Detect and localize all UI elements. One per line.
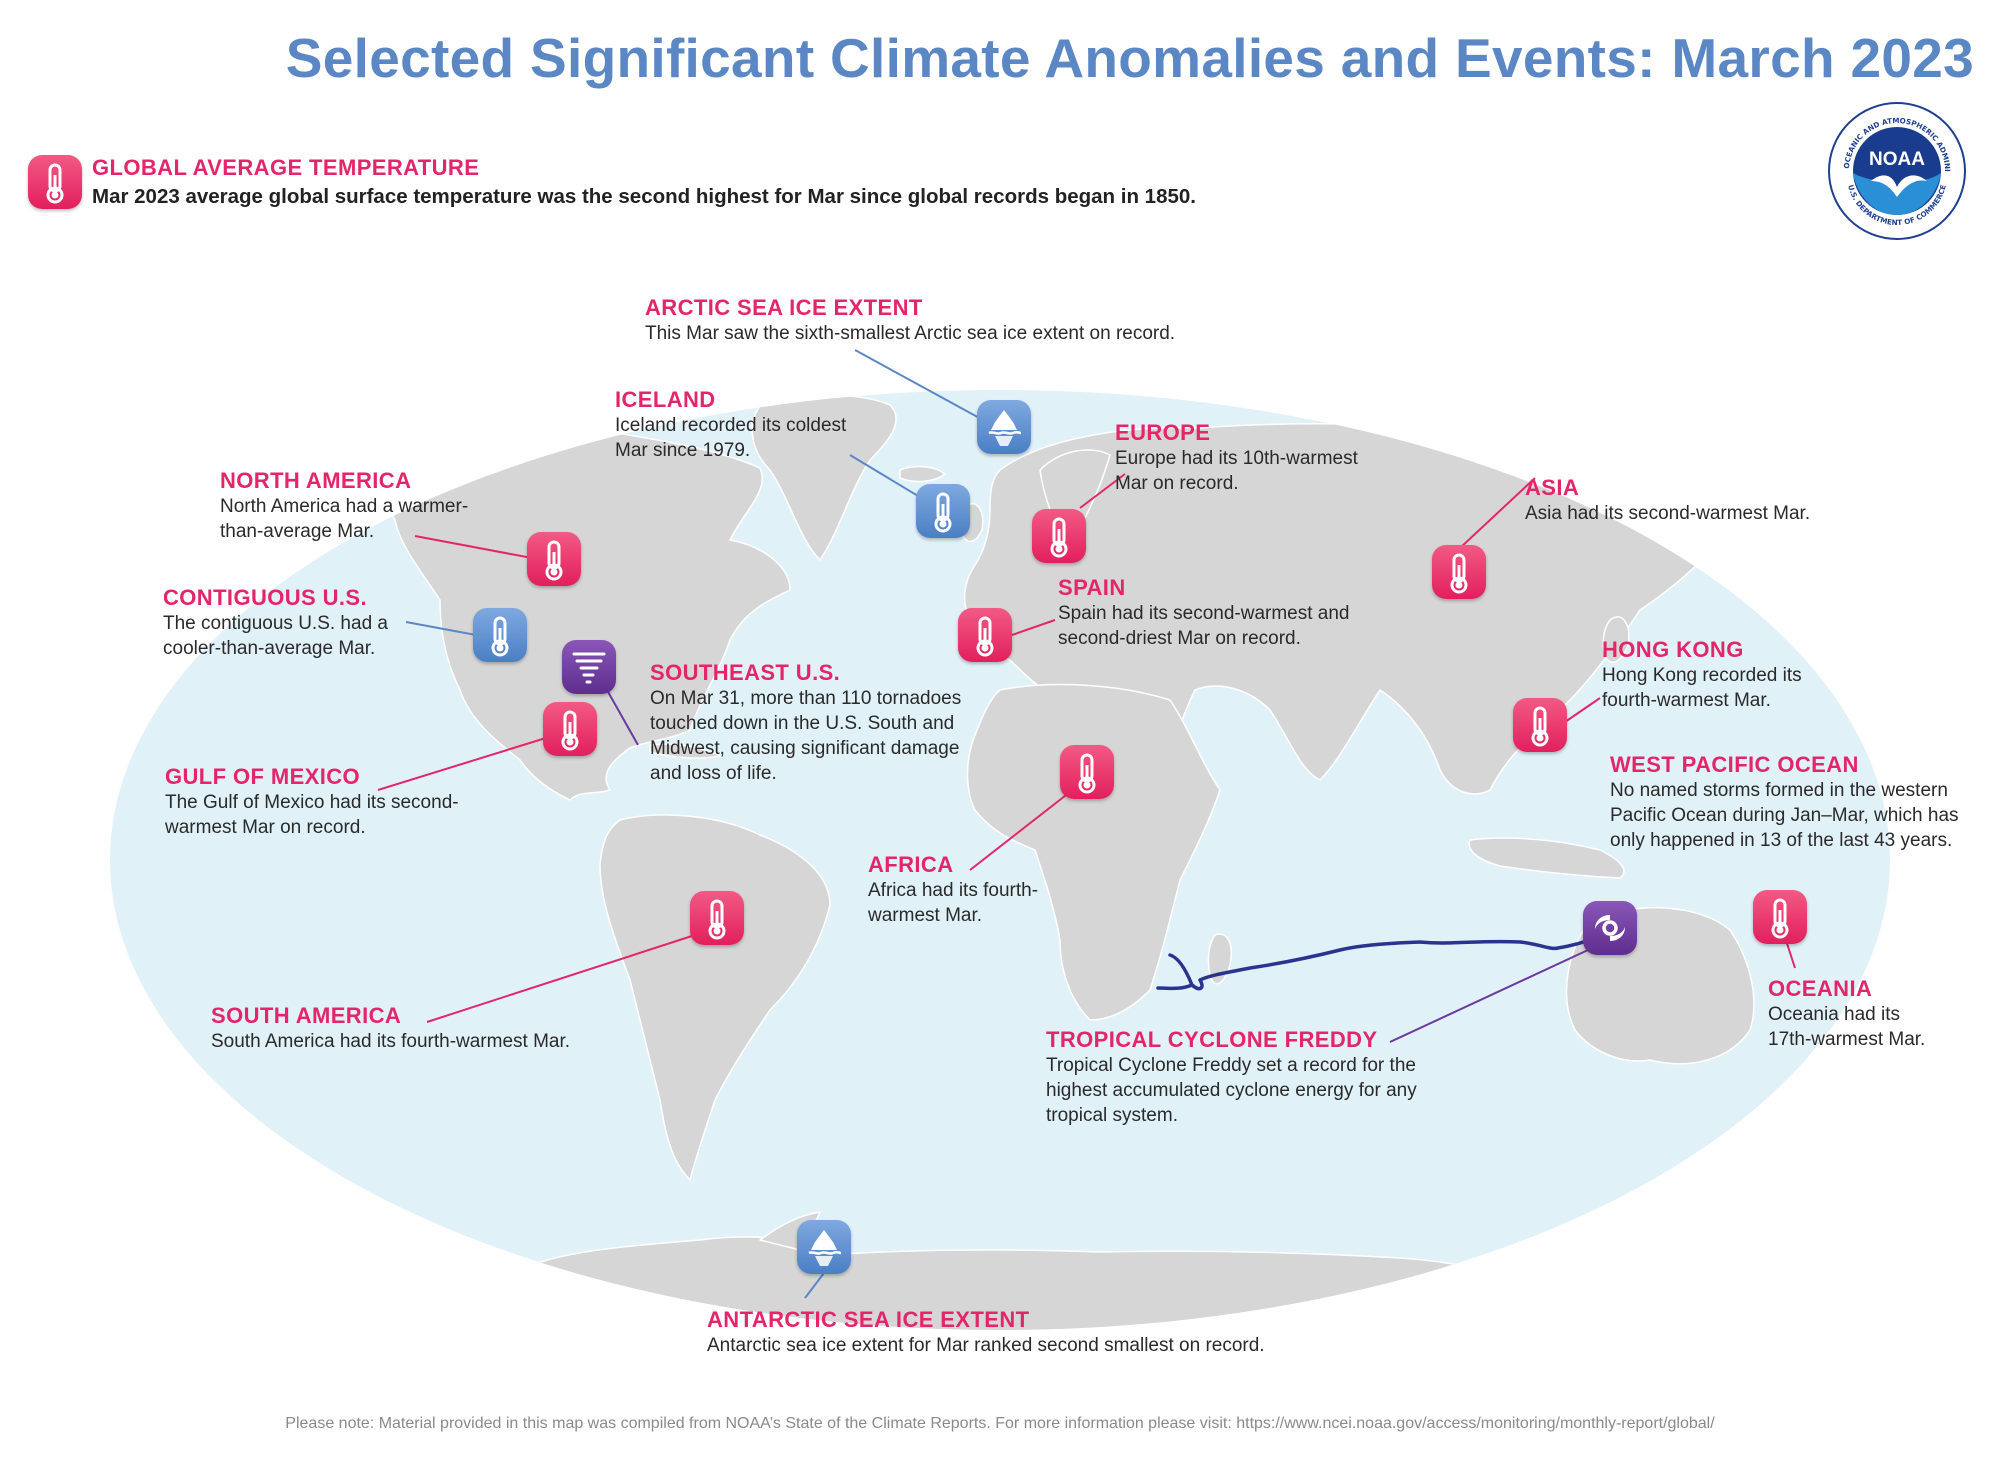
annotation-text: Tropical Cyclone Freddy set a record for… <box>1046 1055 1417 1126</box>
japan <box>1602 616 1630 663</box>
annotation-text: The Gulf of Mexico had its second-warmes… <box>165 792 459 838</box>
annotation-title: ANTARCTIC SEA ICE EXTENT <box>707 1307 1030 1332</box>
thermometer-icon <box>690 891 744 945</box>
annotation-asia: ASIA Asia had its second-warmest Mar. <box>1525 475 1810 526</box>
new-zealand <box>1799 1058 1822 1097</box>
annotation-title: AFRICA <box>868 852 954 877</box>
caribbean <box>649 743 721 759</box>
annotation-title: NORTH AMERICA <box>220 468 412 493</box>
noaa-logo: NATIONAL OCEANIC AND ATMOSPHERIC ADMINIS… <box>1827 101 1966 240</box>
logo-text: NOAA <box>1869 149 1925 170</box>
annotation-southeast-us: SOUTHEAST U.S. On Mar 31, more than 110 … <box>650 660 961 786</box>
leader-spain <box>1011 619 1056 636</box>
annotation-hong-kong: HONG KONG Hong Kong recorded its fourth-w… <box>1602 637 1802 713</box>
indonesia <box>1468 837 1625 879</box>
thermometer-icon <box>473 608 527 662</box>
annotation-text: Antarctic sea ice extent for Mar ranked … <box>707 1335 1265 1356</box>
annotation-title: TROPICAL CYCLONE FREDDY <box>1046 1027 1378 1052</box>
leader-north-america <box>414 535 533 559</box>
leader-europe <box>1079 473 1126 509</box>
annotation-title: SOUTHEAST U.S. <box>650 660 841 685</box>
leader-southeast-us <box>606 689 639 746</box>
iceberg-icon <box>977 400 1031 454</box>
annotation-text: Hong Kong recorded its fourth-warmest Mar… <box>1602 665 1802 711</box>
annotation-oceania: OCEANIA Oceania had its 17th-warmest Mar. <box>1768 976 1925 1052</box>
annotation-spain: SPAIN Spain had its second-warmest and se… <box>1058 575 1350 651</box>
annotation-text: Iceland recorded its coldest Mar since 19… <box>615 415 847 461</box>
iceland <box>899 465 946 483</box>
cyclone-icon <box>1583 901 1637 955</box>
africa <box>966 683 1221 1021</box>
global-text: Mar 2023 average global surface temperat… <box>92 185 1196 208</box>
footer-note: Please note: Material provided in this m… <box>285 1415 1715 1432</box>
annotation-west-pacific: WEST PACIFIC OCEAN No named storms forme… <box>1610 752 1959 853</box>
annotation-title: SPAIN <box>1058 575 1126 600</box>
thermometer-icon <box>1060 745 1114 799</box>
annotation-africa: AFRICA Africa had its fourth-warmest Mar… <box>868 852 1038 928</box>
thermometer-icon <box>1432 545 1486 599</box>
iceberg-icon <box>797 1220 851 1274</box>
leader-antarctic <box>804 1272 825 1299</box>
leader-south-america <box>426 934 696 1023</box>
page-title: Selected Significant Climate Anomalies a… <box>285 27 1974 89</box>
thermometer-icon <box>1032 509 1086 563</box>
leader-hong-kong <box>1564 697 1601 723</box>
thermometer-icon <box>916 484 970 538</box>
cyclone-freddy-track <box>1156 923 1622 991</box>
annotation-north-america: NORTH AMERICA North America had a warmer… <box>220 468 468 544</box>
thermometer-icon <box>543 702 597 756</box>
annotation-title: OCEANIA <box>1768 976 1873 1001</box>
annotation-title: ASIA <box>1525 475 1580 500</box>
annotation-antarctic: ANTARCTIC SEA ICE EXTENT Antarctic sea i… <box>707 1307 1265 1358</box>
thermometer-icon <box>958 608 1012 662</box>
annotation-freddy: TROPICAL CYCLONE FREDDY Tropical Cyclone… <box>1046 1027 1417 1128</box>
annotation-south-america: SOUTH AMERICA South America had its four… <box>211 1003 570 1054</box>
leader-contiguous-us <box>405 621 477 636</box>
leader-freddy <box>1389 949 1589 1043</box>
thermometer-icon <box>1513 698 1567 752</box>
annotation-europe: EUROPE Europe had its 10th-warmest Mar on… <box>1115 420 1358 496</box>
annotation-text: Spain had its second-warmest and second-d… <box>1058 603 1350 649</box>
south-america <box>599 814 831 1181</box>
annotation-title: CONTIGUOUS U.S. <box>163 585 368 610</box>
greenland <box>751 393 897 561</box>
annotation-iceland: ICELAND Iceland recorded its coldest Mar … <box>615 387 846 463</box>
leader-africa <box>969 791 1071 871</box>
annotation-title: ARCTIC SEA ICE EXTENT <box>645 295 923 320</box>
annotation-arctic: ARCTIC SEA ICE EXTENT This Mar saw the s… <box>645 295 1175 346</box>
annotation-title: GULF OF MEXICO <box>165 764 361 789</box>
annotation-title: WEST PACIFIC OCEAN <box>1610 752 1859 777</box>
thermometer-icon <box>28 155 82 209</box>
annotation-text: South America had its fourth-warmest Mar… <box>211 1031 571 1052</box>
annotation-text: Oceania had its 17th-warmest Mar. <box>1768 1004 1926 1050</box>
thermometer-icon <box>527 532 581 586</box>
annotation-title: HONG KONG <box>1602 637 1744 662</box>
annotation-text: Europe had its 10th-warmest Mar on record… <box>1115 448 1358 494</box>
tornado-icon <box>562 640 616 694</box>
leader-iceland <box>849 454 929 503</box>
annotation-text: This Mar saw the sixth-smallest Arctic s… <box>645 323 1176 344</box>
annotation-text: The contiguous U.S. had a cooler-than-ave… <box>163 613 388 659</box>
annotation-gulf-of-mexico: GULF OF MEXICO The Gulf of Mexico had it… <box>165 764 459 840</box>
annotation-text: No named storms formed in the western Pac… <box>1610 780 1959 851</box>
annotation-contiguous-us: CONTIGUOUS U.S. The contiguous U.S. had … <box>163 585 388 661</box>
annotation-title: SOUTH AMERICA <box>211 1003 402 1028</box>
annotation-title: EUROPE <box>1115 420 1211 445</box>
global-title: GLOBAL AVERAGE TEMPERATURE <box>92 155 480 180</box>
leader-asia <box>1459 477 1536 549</box>
annotation-text: Asia had its second-warmest Mar. <box>1525 503 1811 524</box>
annotation-text: North America had a warmer-than-average … <box>220 496 469 542</box>
annotation-title: ICELAND <box>615 387 716 412</box>
leader-gulf <box>377 732 563 791</box>
thermometer-icon <box>1753 890 1807 944</box>
annotation-text: On Mar 31, more than 110 tornadoes touche… <box>650 688 962 784</box>
annotation-text: Africa had its fourth-warmest Mar. <box>868 880 1039 926</box>
